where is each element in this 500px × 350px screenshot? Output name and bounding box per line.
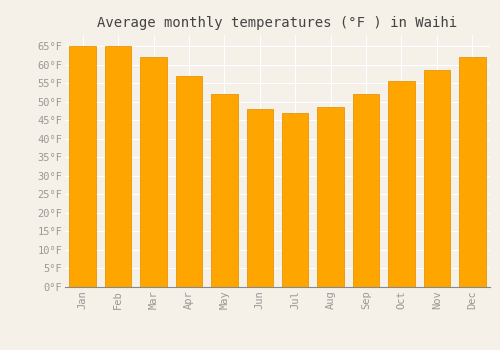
- Bar: [282, 113, 308, 287]
- Bar: [140, 57, 167, 287]
- Bar: [424, 70, 450, 287]
- Bar: [353, 94, 380, 287]
- Bar: [70, 46, 96, 287]
- Bar: [105, 46, 132, 287]
- Bar: [318, 107, 344, 287]
- Bar: [459, 57, 485, 287]
- Title: Average monthly temperatures (°F ) in Waihi: Average monthly temperatures (°F ) in Wa…: [98, 16, 458, 30]
- Bar: [246, 109, 273, 287]
- Bar: [176, 76, 202, 287]
- Bar: [388, 81, 414, 287]
- Bar: [211, 94, 238, 287]
